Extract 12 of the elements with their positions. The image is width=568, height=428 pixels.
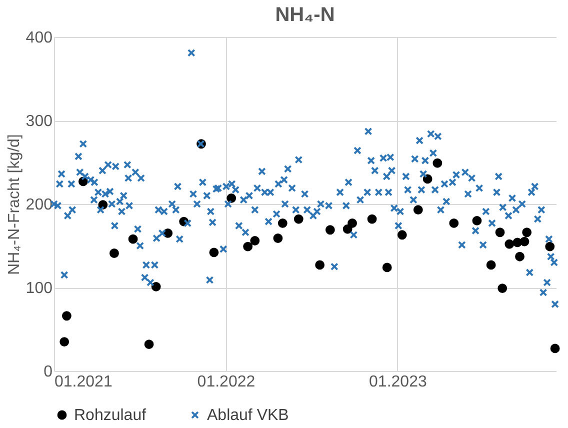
legend-label: Rohzulauf bbox=[74, 407, 147, 424]
y-tick-label: 100 bbox=[26, 280, 53, 297]
y-tick-label: 400 bbox=[26, 30, 53, 46]
y-tick-label: 300 bbox=[26, 113, 53, 130]
x-tick-label: 01.2022 bbox=[197, 374, 256, 390]
x-tick-label: 01.2021 bbox=[54, 374, 112, 390]
y-axis-title: NH₄-N-Fracht [kg/d] bbox=[6, 134, 23, 275]
legend-label: Ablauf VKB bbox=[207, 407, 289, 424]
chart-title: NH₄-N bbox=[275, 4, 335, 26]
y-tick-label: 0 bbox=[44, 364, 53, 380]
y-tick-label: 200 bbox=[26, 196, 53, 214]
x-tick-label: 01.2023 bbox=[369, 374, 427, 390]
